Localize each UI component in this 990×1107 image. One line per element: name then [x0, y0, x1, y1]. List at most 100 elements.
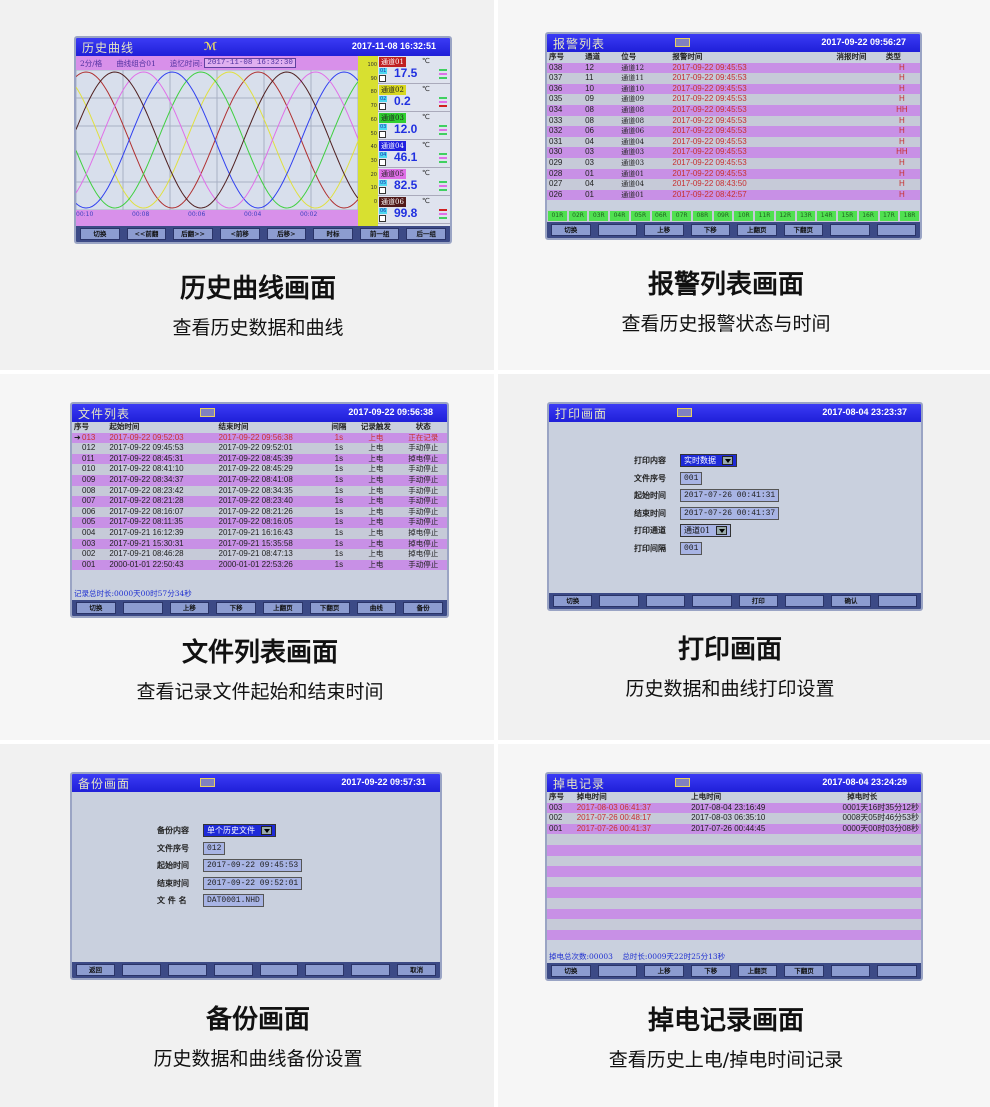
table-row[interactable]: 034 08 通道08 2017-09-22 09:45:53 HH: [547, 104, 920, 116]
softkey-button[interactable]: 上翻页: [737, 224, 777, 236]
table-row[interactable]: 004 2017-09-21 16:12:39 2017-09-21 16:16:4…: [72, 527, 447, 539]
table-row[interactable]: 007 2017-09-22 08:21:28 2017-09-22 08:23:4…: [72, 496, 447, 507]
table-row[interactable]: 033 08 通道08 2017-09-22 09:45:53 H: [547, 115, 920, 127]
softkey-button[interactable]: 确认: [831, 595, 871, 607]
channel-block[interactable]: 通道05 ℃ 05 82.5: [378, 168, 450, 196]
channel-block[interactable]: 通道01 ℃ 01 17.5: [378, 56, 450, 84]
field-input[interactable]: 2017-09-22 09:52:01: [203, 876, 303, 890]
softkey-button[interactable]: <<前翻: [126, 228, 167, 240]
dropdown-arrow-icon[interactable]: [722, 456, 733, 466]
table-row[interactable]: 026 01 通道01 2017-09-22 08:42:57 H: [547, 189, 920, 201]
table-row[interactable]: 038 12 通道12 2017-09-22 09:45:53 H: [547, 62, 920, 74]
softkey-button[interactable]: <前移: [219, 228, 260, 240]
softkey-button[interactable]: [599, 595, 639, 607]
table-row[interactable]: 010 2017-09-22 08:41:10 2017-09-22 08:45:2…: [72, 464, 447, 475]
softkey-button[interactable]: 切换: [551, 224, 591, 236]
dropdown-arrow-icon[interactable]: [716, 526, 728, 536]
softkey-button[interactable]: 后翻>>: [173, 228, 213, 240]
softkey-button[interactable]: [597, 965, 638, 977]
softkey-button[interactable]: [259, 964, 299, 976]
softkey-button[interactable]: 时标: [313, 228, 353, 240]
softkey-button[interactable]: [121, 964, 161, 976]
softkey-button[interactable]: [830, 965, 871, 977]
dropdown-arrow-icon[interactable]: [261, 826, 272, 836]
softkey-button[interactable]: 切换: [80, 228, 120, 240]
softkey-button[interactable]: [305, 964, 345, 976]
softkey-button[interactable]: 下翻页: [784, 965, 824, 977]
channel-checkbox[interactable]: [379, 131, 386, 138]
table-row[interactable]: 009 2017-09-22 08:34:37 2017-09-22 08:41:0…: [72, 474, 447, 486]
table-row[interactable]: 012 2017-09-22 09:45:53 2017-09-22 09:52:0…: [72, 443, 447, 454]
field-select[interactable]: 单个历史文件: [203, 824, 276, 838]
softkey-button[interactable]: 切换: [76, 602, 116, 614]
field-input[interactable]: 001: [680, 541, 703, 555]
table-row[interactable]: 003 2017-08-03 06:41:37 2017-08-04 23:16:4…: [547, 802, 921, 814]
recall-time-input[interactable]: 2017-11-08 16:32:30: [204, 58, 296, 68]
table-row[interactable]: 002 2017-09-21 08:46:28 2017-09-21 08:47:1…: [72, 549, 447, 560]
channel-checkbox[interactable]: [379, 75, 386, 82]
softkey-button[interactable]: 上翻页: [737, 965, 778, 977]
softkey-button[interactable]: [830, 224, 870, 236]
softkey-button[interactable]: 下移: [690, 224, 730, 236]
softkey-button[interactable]: 后移>: [266, 228, 307, 240]
table-row[interactable]: 027 04 通道04 2017-09-22 08:43:50 H: [547, 179, 920, 190]
softkey-button[interactable]: [784, 595, 825, 607]
softkey-button[interactable]: 下翻页: [783, 224, 823, 236]
table-row[interactable]: 006 2017-09-22 08:16:07 2017-09-22 08:21:2…: [72, 506, 447, 518]
softkey-button[interactable]: 备份: [403, 602, 443, 614]
table-row[interactable]: 035 09 通道09 2017-09-22 09:45:53 H: [547, 94, 920, 105]
softkey-button[interactable]: 上翻页: [263, 602, 303, 614]
softkey-button[interactable]: 返回: [76, 964, 115, 976]
channel-block[interactable]: 通道04 ℃ 04 46.1: [378, 140, 450, 168]
channel-block[interactable]: 通道06 ℃ 06 99.8: [378, 196, 450, 224]
softkey-button[interactable]: 下翻页: [309, 602, 350, 614]
field-select[interactable]: 通道01: [680, 524, 732, 538]
field-select[interactable]: 实时数据: [680, 454, 737, 468]
field-input[interactable]: 012: [203, 841, 226, 855]
table-row[interactable]: 032 06 通道06 2017-09-22 09:45:53 H: [547, 126, 920, 137]
field-input[interactable]: DAT0001.NHD: [203, 894, 264, 908]
softkey-button[interactable]: [876, 224, 916, 236]
table-row[interactable]: 008 2017-09-22 08:23:42 2017-09-22 08:34:3…: [72, 485, 447, 497]
channel-checkbox[interactable]: [379, 215, 386, 222]
softkey-button[interactable]: [167, 964, 207, 976]
table-row[interactable]: 029 03 通道03 2017-09-22 09:45:53 H: [547, 157, 920, 169]
softkey-button[interactable]: 上移: [644, 965, 684, 977]
channel-block[interactable]: 通道03 ℃ 03 12.0: [378, 112, 450, 140]
softkey-button[interactable]: 上移: [644, 224, 684, 236]
softkey-button[interactable]: 下移: [690, 965, 731, 977]
field-input[interactable]: 2017-09-22 09:45:53: [203, 859, 303, 873]
channel-checkbox[interactable]: [379, 159, 386, 166]
field-input[interactable]: 2017-07-26 00:41:37: [680, 506, 780, 520]
table-row[interactable]: 005 2017-09-22 08:11:35 2017-09-22 08:16:0…: [72, 517, 447, 528]
table-row[interactable]: 031 04 通道04 2017-09-22 09:45:53 H: [547, 136, 920, 148]
softkey-button[interactable]: 前一组: [359, 228, 400, 240]
field-input[interactable]: 2017-07-26 00:41:31: [680, 489, 780, 503]
table-row[interactable]: 037 11 通道11 2017-09-22 09:45:53 H: [547, 73, 920, 84]
softkey-button[interactable]: 切换: [551, 965, 591, 977]
softkey-button[interactable]: 后一组: [406, 228, 446, 240]
softkey-button[interactable]: 取消: [397, 964, 436, 976]
channel-block[interactable]: 通道02 ℃ 02 0.2: [378, 84, 450, 112]
softkey-button[interactable]: 切换: [553, 595, 593, 607]
table-row[interactable]: 002 2017-07-26 00:48:17 2017-08-03 06:35:1…: [547, 813, 921, 824]
channel-checkbox[interactable]: [379, 103, 386, 110]
softkey-button[interactable]: [351, 964, 391, 976]
softkey-button[interactable]: 上移: [169, 602, 210, 614]
table-row[interactable]: ➜013 2017-09-22 09:52:03 2017-09-22 09:56:…: [72, 432, 447, 444]
softkey-button[interactable]: [877, 595, 917, 607]
table-row[interactable]: 030 03 通道03 2017-09-22 09:45:53 HH: [547, 147, 920, 158]
softkey-button[interactable]: [213, 964, 253, 976]
table-row[interactable]: 001 2000-01-01 22:50:43 2000-01-01 22:53:2…: [72, 559, 447, 571]
table-row[interactable]: 036 10 通道10 2017-09-22 09:45:53 H: [547, 83, 920, 95]
table-row[interactable]: 001 2017-07-26 00:41:37 2017-07-26 00:44:4…: [547, 823, 921, 835]
table-row[interactable]: 003 2017-09-21 15:30:31 2017-09-21 15:35:5…: [72, 538, 447, 550]
channel-checkbox[interactable]: [379, 187, 386, 194]
softkey-button[interactable]: 打印: [738, 595, 778, 607]
softkey-button[interactable]: [645, 595, 686, 607]
softkey-button[interactable]: [122, 602, 163, 614]
softkey-button[interactable]: [597, 224, 637, 236]
softkey-button[interactable]: [692, 595, 732, 607]
table-row[interactable]: 011 2017-09-22 08:45:31 2017-09-22 08:45:3…: [72, 453, 447, 465]
softkey-button[interactable]: 曲线: [356, 602, 397, 614]
